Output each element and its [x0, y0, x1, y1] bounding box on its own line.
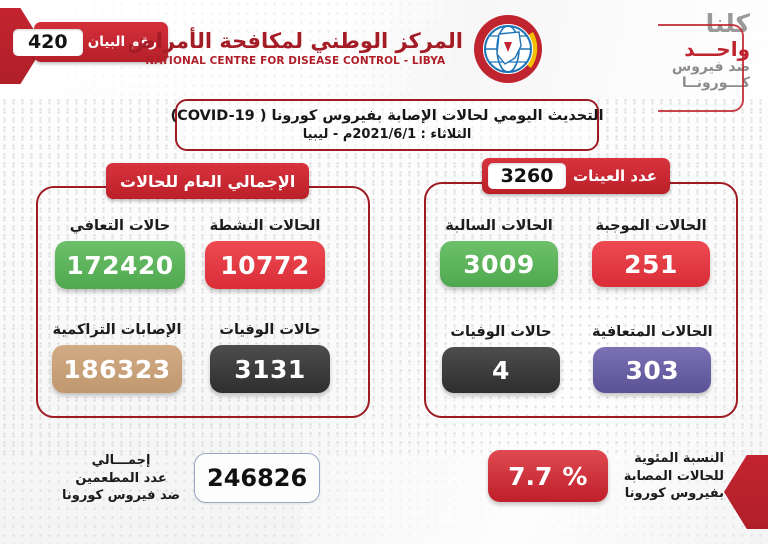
- samples-panel-badge: عدد العينات 3260: [482, 158, 671, 194]
- percentage-caption-line-2: للحالات المصابة: [623, 468, 724, 484]
- stat-active-cases: الحالات النشطة 10772: [205, 218, 325, 289]
- samples-count-label: عدد العينات: [573, 167, 658, 185]
- slogan-line-3: ضد فيروس: [671, 59, 750, 76]
- globe-emblem-icon: [471, 12, 545, 86]
- stat-cumulative-cases-value: 186323: [52, 345, 182, 393]
- report-title: التحديث اليومي لحالات الإصابة بفيروس كور…: [170, 99, 604, 151]
- stat-daily-recovered: الحالات المتعافية 303: [592, 324, 713, 393]
- stat-negative-cases-caption: الحالات السالبة: [445, 218, 553, 234]
- stat-total-deaths-caption: حالات الوفيات: [219, 322, 321, 338]
- positivity-percentage-caption: النسبة المئوية للحالات المصابة بفيروس كو…: [624, 450, 724, 503]
- stat-daily-recovered-value: 303: [593, 347, 712, 393]
- hexagon-ornament-right-icon: [724, 455, 768, 529]
- statement-number-label: رقم البيان: [87, 34, 157, 50]
- vaccination-caption-line-2: عدد المطعمين: [75, 470, 167, 486]
- vaccination-total-caption: إجمـــالي عدد المطعمين ضد فيروس كورونا: [62, 452, 180, 505]
- vaccination-total-value: 246826: [194, 453, 321, 504]
- stat-recoveries-value: 172420: [55, 241, 185, 289]
- stat-positive-cases-value: 251: [592, 241, 710, 287]
- stat-active-cases-caption: الحالات النشطة: [209, 218, 321, 234]
- stat-active-cases-value: 10772: [205, 241, 325, 289]
- stat-daily-deaths: حالات الوفيات 4: [442, 324, 560, 393]
- vaccination-caption-line-3: ضد فيروس كورونا: [62, 488, 181, 504]
- stat-negative-cases-value: 3009: [440, 241, 558, 287]
- org-name-english: NATIONAL CENTRE FOR DISEASE CONTROL - LI…: [145, 55, 446, 68]
- percentage-caption-line-1: النسبة المئوية: [634, 451, 724, 466]
- campaign-slogan: كلنا واحـــد ضد فيروس كـــورونــا: [630, 10, 750, 112]
- stat-daily-deaths-caption: حالات الوفيات: [450, 324, 552, 340]
- org-name-arabic: المركز الوطني لمكافحة الأمراض: [127, 29, 464, 54]
- stat-positive-cases-caption: الحالات الموجبة: [595, 218, 707, 234]
- stat-daily-recovered-caption: الحالات المتعافية: [592, 324, 713, 340]
- report-title-line-1: التحديث اليومي لحالات الإصابة بفيروس كور…: [170, 108, 604, 124]
- vaccination-total: 246826 إجمـــالي عدد المطعمين ضد فيروس ك…: [62, 452, 321, 505]
- stat-daily-deaths-value: 4: [442, 347, 560, 393]
- stat-positive-cases: الحالات الموجبة 251: [592, 218, 710, 287]
- stat-cumulative-cases-caption: الإصابات التراكمية: [52, 322, 182, 338]
- stat-total-deaths-value: 3131: [210, 345, 330, 393]
- stat-negative-cases: الحالات السالبة 3009: [440, 218, 558, 287]
- statement-number-value: 420: [12, 28, 83, 56]
- samples-count-value: 3260: [488, 163, 566, 189]
- stat-total-deaths: حالات الوفيات 3131: [210, 322, 330, 393]
- positivity-percentage-box: % 7.7: [487, 450, 608, 503]
- ncdc-logo: المركز الوطني لمكافحة الأمراض NATIONAL C…: [128, 8, 545, 90]
- vaccination-caption-line-1: إجمـــالي: [91, 453, 151, 468]
- percentage-value: 7.7: [508, 461, 553, 491]
- statement-number-badge: رقم البيان 420: [12, 22, 168, 62]
- stat-recoveries: حالات التعافي 172420: [55, 218, 185, 289]
- slogan-line-4: كـــورونــا: [681, 75, 750, 92]
- slogan-frame-decoration: [658, 24, 744, 112]
- logo-text-block: المركز الوطني لمكافحة الأمراض NATIONAL C…: [127, 29, 464, 68]
- total-cases-panel-badge: الإجمالي العام للحالات: [106, 163, 310, 199]
- stat-cumulative-cases: الإصابات التراكمية 186323: [52, 322, 182, 393]
- percentage-symbol: %: [562, 461, 588, 491]
- report-title-date: الثلاثاء : 2021/6/1م - ليبيا: [302, 127, 472, 142]
- positivity-percentage: النسبة المئوية للحالات المصابة بفيروس كو…: [487, 450, 724, 503]
- slogan-line-2: واحـــد: [684, 37, 750, 61]
- stat-recoveries-caption: حالات التعافي: [69, 218, 171, 234]
- percentage-caption-line-3: بفيروس كورونا: [624, 486, 724, 502]
